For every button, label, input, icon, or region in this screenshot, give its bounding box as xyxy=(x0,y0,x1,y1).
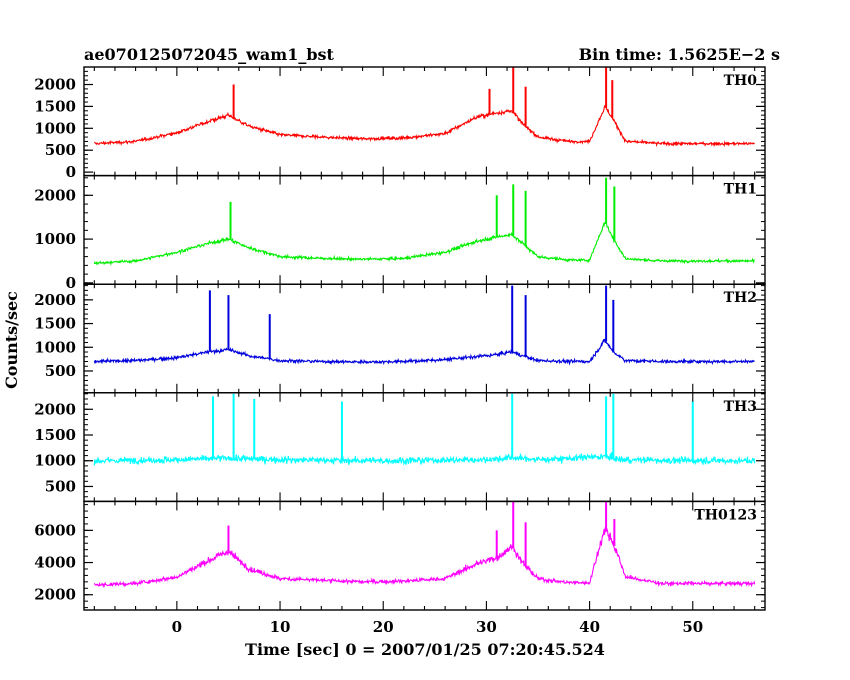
y-tick-label: 1500 xyxy=(34,97,76,115)
chart-title: ae070125072045_wam1_bst xyxy=(84,45,335,64)
panel-frame xyxy=(83,500,766,611)
series-th1 xyxy=(93,220,755,267)
x-tick-label: 20 xyxy=(373,618,394,636)
y-tick-label: 500 xyxy=(45,362,76,380)
y-tick-label: 1500 xyxy=(34,426,76,444)
x-tick-label: 30 xyxy=(476,618,497,636)
x-tick-label: 0 xyxy=(172,618,182,636)
x-tick-label: 40 xyxy=(579,618,600,636)
panel-label-th2: TH2 xyxy=(724,290,757,306)
y-tick-label: 500 xyxy=(45,477,76,495)
y-tick-label: 6000 xyxy=(34,521,76,539)
y-tick-label: 0 xyxy=(66,163,76,181)
series-th0123 xyxy=(93,526,756,589)
y-tick-label: 2000 xyxy=(34,586,76,604)
x-axis-label: Time [sec] 0 = 2007/01/25 07:20:45.524 xyxy=(245,640,605,659)
panel-th2: 500 1000 1500 2000 TH2 xyxy=(34,283,766,394)
panel-th0: 0 500 1000 1500 2000 TH0 xyxy=(34,66,766,181)
bin-time-label: Bin time: 1.5625E−2 s xyxy=(579,45,780,64)
panel-frame xyxy=(83,66,766,177)
y-tick-label: 1000 xyxy=(34,230,76,248)
series-th3 xyxy=(93,452,756,466)
y-tick-label: 500 xyxy=(45,141,76,159)
y-tick-label: 1000 xyxy=(34,119,76,137)
series-th2 xyxy=(93,338,755,366)
y-tick-label: 1000 xyxy=(34,338,76,356)
y-tick-label: 2000 xyxy=(34,291,76,309)
panel-th3: 500 1000 1500 2000 TH3 xyxy=(34,392,766,503)
panel-frame xyxy=(83,392,766,503)
series-th0 xyxy=(94,104,755,148)
panel-frame xyxy=(83,283,766,394)
panel-frame xyxy=(83,174,766,285)
x-tick-label: 10 xyxy=(270,618,291,636)
panel-label-th1: TH1 xyxy=(724,182,757,198)
panel-th0123: 2000 4000 6000 TH0123 xyxy=(34,500,766,611)
y-tick-label: 2000 xyxy=(34,400,76,418)
y-tick-label: 2000 xyxy=(34,76,76,94)
panel-label-th3: TH3 xyxy=(724,399,757,415)
panel-th1: 0 1000 2000 TH1 xyxy=(34,174,766,292)
y-tick-label: 4000 xyxy=(34,554,76,572)
y-tick-label: 0 xyxy=(66,274,76,292)
y-tick-label: 2000 xyxy=(34,186,76,204)
x-tick-label: 50 xyxy=(682,618,703,636)
panel-label-th0123: TH0123 xyxy=(694,507,757,523)
y-tick-label: 1000 xyxy=(34,452,76,470)
panel-label-th0: TH0 xyxy=(724,73,758,89)
y-axis-label: Counts/sec xyxy=(2,291,21,389)
y-tick-label: 1500 xyxy=(34,315,76,333)
